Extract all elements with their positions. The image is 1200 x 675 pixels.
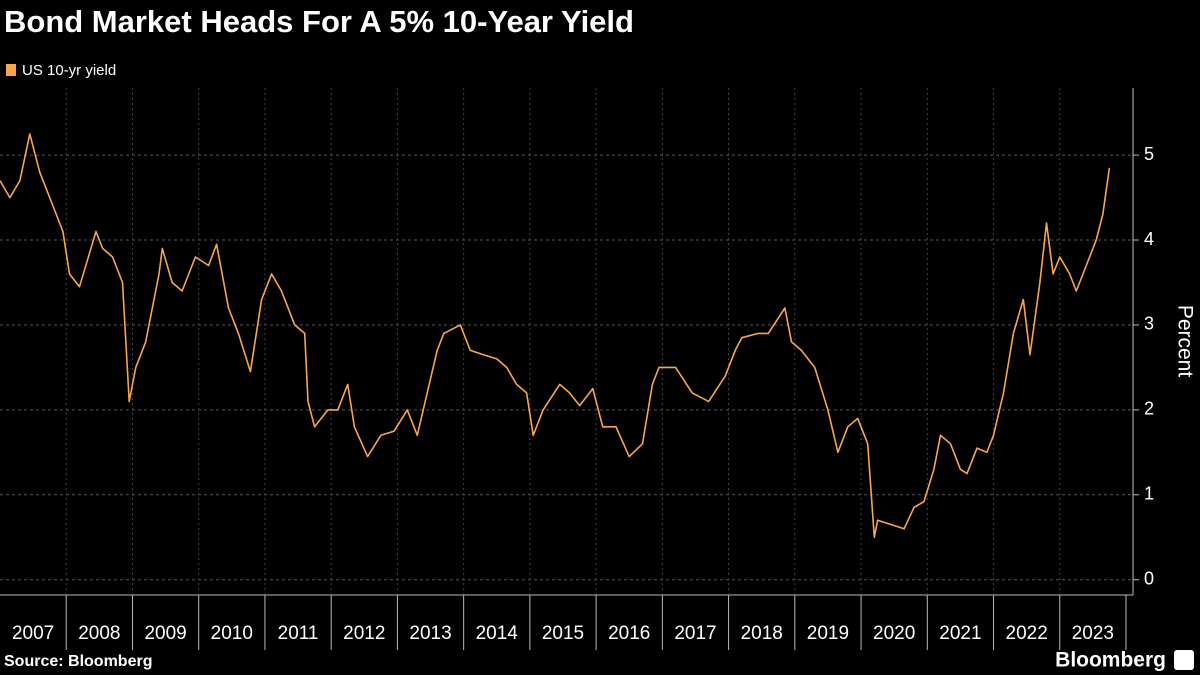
legend-label: US 10-yr yield (22, 62, 116, 79)
source: Source: Bloomberg (4, 653, 152, 670)
legend-swatch (6, 64, 16, 76)
y-tick-label: 5 (1144, 144, 1154, 164)
x-tick-label: 2018 (741, 623, 783, 644)
series-line (0, 133, 1111, 539)
x-tick-label: 2023 (1072, 623, 1114, 644)
x-tick-label: 2013 (409, 623, 451, 644)
x-tick-label: 2007 (12, 623, 54, 644)
x-tick-label: 2014 (476, 623, 519, 644)
x-tick-label: 2009 (144, 623, 186, 644)
y-tick-label: 3 (1144, 314, 1154, 334)
chart-title: Bond Market Heads For A 5% 10-Year Yield (4, 4, 634, 39)
y-tick-label: 2 (1144, 399, 1154, 419)
x-tick-label: 2008 (78, 623, 120, 644)
brand: Bloomberg (1055, 649, 1166, 672)
x-tick-label: 2022 (1006, 623, 1048, 644)
y-tick-label: 4 (1144, 229, 1154, 249)
x-tick-label: 2021 (939, 623, 981, 644)
brand-icon (1174, 650, 1194, 670)
x-tick-label: 2015 (542, 623, 584, 644)
x-tick-label: 2012 (343, 623, 385, 644)
x-tick-label: 2016 (608, 623, 650, 644)
x-tick-label: 2010 (211, 623, 253, 644)
y-tick-label: 1 (1144, 484, 1154, 504)
x-tick-label: 2011 (278, 623, 319, 644)
x-tick-label: 2020 (873, 623, 915, 644)
x-tick-label: 2019 (807, 623, 849, 644)
y-axis-label: Percent (1173, 305, 1196, 378)
x-tick-label: 2017 (674, 623, 716, 644)
y-tick-label: 0 (1144, 568, 1154, 588)
